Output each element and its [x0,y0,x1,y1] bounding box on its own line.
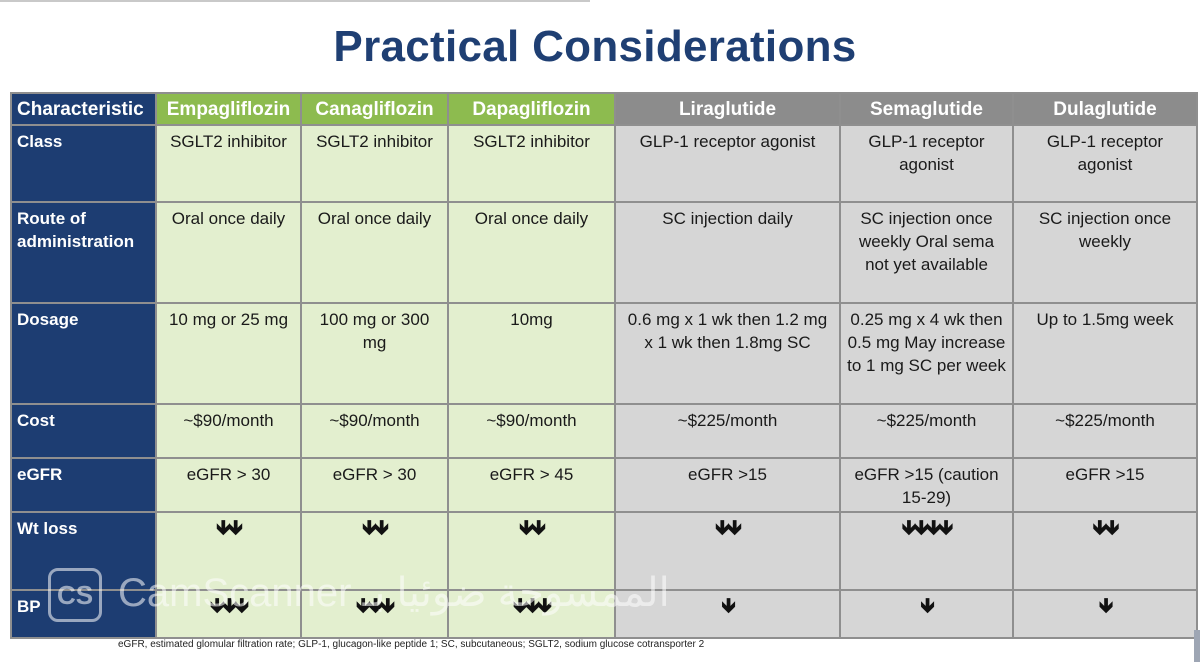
cell-route-dapagliflozin: Oral once daily [447,201,616,304]
cell-class-dapagliflozin: SGLT2 inhibitor [447,124,616,203]
cell-egfr-dapagliflozin: eGFR > 45 [447,457,616,513]
cell-dosage-canagliflozin: 100 mg or 300 mg [300,302,449,405]
cell-cost-canagliflozin: ~$90/month [300,403,449,459]
cell-class-dulaglutide: GLP-1 receptor agonist [1012,124,1198,203]
cell-egfr-semaglutide: eGFR >15 (caution 15-29) [839,457,1014,513]
table-row-class: Class SGLT2 inhibitor SGLT2 inhibitor SG… [10,124,1198,203]
top-divider [0,0,590,2]
abbreviations-footnote: eGFR, estimated glomular filtration rate… [118,639,705,650]
cell-wtloss-dapagliflozin: 🡻🡻 [447,511,616,591]
cell-egfr-canagliflozin: eGFR > 30 [300,457,449,513]
cell-wtloss-canagliflozin: 🡻🡻 [300,511,449,591]
cell-route-empagliflozin: Oral once daily [155,201,302,304]
header-row: Characteristic Empagliflozin Canaglifloz… [10,92,1198,126]
cell-wtloss-liraglutide: 🡻🡻 [614,511,841,591]
header-semaglutide: Semaglutide [839,92,1014,126]
table-row-egfr: eGFR eGFR > 30 eGFR > 30 eGFR > 45 eGFR … [10,457,1198,513]
table-row-dosage: Dosage 10 mg or 25 mg 100 mg or 300 mg 1… [10,302,1198,405]
cell-dosage-empagliflozin: 10 mg or 25 mg [155,302,302,405]
cell-dosage-liraglutide: 0.6 mg x 1 wk then 1.2 mg x 1 wk then 1.… [614,302,841,405]
cell-bp-empagliflozin: 🡻🡻🡻 [155,589,302,639]
table-row-cost: Cost ~$90/month ~$90/month ~$90/month ~$… [10,403,1198,459]
row-label-bp: BP [10,589,157,639]
cell-egfr-empagliflozin: eGFR > 30 [155,457,302,513]
row-label-cost: Cost [10,403,157,459]
considerations-table-wrapper: Characteristic Empagliflozin Canaglifloz… [10,92,1198,639]
cell-bp-canagliflozin: 🡻🡻🡻 [300,589,449,639]
header-canagliflozin: Canagliflozin [300,92,449,126]
row-label-class: Class [10,124,157,203]
cell-cost-semaglutide: ~$225/month [839,403,1014,459]
cell-cost-liraglutide: ~$225/month [614,403,841,459]
cell-bp-liraglutide: 🡻 [614,589,841,639]
cell-dosage-semaglutide: 0.25 mg x 4 wk then 0.5 mg May increase … [839,302,1014,405]
header-liraglutide: Liraglutide [614,92,841,126]
cell-cost-dulaglutide: ~$225/month [1012,403,1198,459]
header-characteristic: Characteristic [10,92,157,126]
table-row-route: Route of administration Oral once daily … [10,201,1198,304]
cell-class-semaglutide: GLP-1 receptor agonist [839,124,1014,203]
cell-wtloss-empagliflozin: 🡻🡻 [155,511,302,591]
cell-bp-dulaglutide: 🡻 [1012,589,1198,639]
header-dulaglutide: Dulaglutide [1012,92,1198,126]
row-label-egfr: eGFR [10,457,157,513]
table-row-wt-loss: Wt loss 🡻🡻 🡻🡻 🡻🡻 🡻🡻 🡻🡻🡻🡻 🡻🡻 [10,511,1198,591]
cell-class-liraglutide: GLP-1 receptor agonist [614,124,841,203]
cell-bp-dapagliflozin: 🡻🡻🡻 [447,589,616,639]
cell-route-liraglutide: SC injection daily [614,201,841,304]
row-label-route: Route of administration [10,201,157,304]
cell-wtloss-dulaglutide: 🡻🡻 [1012,511,1198,591]
table-row-bp: BP 🡻🡻🡻 🡻🡻🡻 🡻🡻🡻 🡻 🡻 🡻 [10,589,1198,639]
cell-dosage-dapagliflozin: 10mg [447,302,616,405]
cell-cost-dapagliflozin: ~$90/month [447,403,616,459]
cell-egfr-dulaglutide: eGFR >15 [1012,457,1198,513]
page-edge-decoration [1194,630,1200,662]
header-empagliflozin: Empagliflozin [155,92,302,126]
row-label-dosage: Dosage [10,302,157,405]
cell-class-empagliflozin: SGLT2 inhibitor [155,124,302,203]
cell-cost-empagliflozin: ~$90/month [155,403,302,459]
page-title: Practical Considerations [333,22,857,71]
considerations-table: Characteristic Empagliflozin Canaglifloz… [10,92,1198,639]
cell-bp-semaglutide: 🡻 [839,589,1014,639]
row-label-wt-loss: Wt loss [10,511,157,591]
cell-class-canagliflozin: SGLT2 inhibitor [300,124,449,203]
cell-egfr-liraglutide: eGFR >15 [614,457,841,513]
cell-wtloss-semaglutide: 🡻🡻🡻🡻 [839,511,1014,591]
header-dapagliflozin: Dapagliflozin [447,92,616,126]
cell-dosage-dulaglutide: Up to 1.5mg week [1012,302,1198,405]
cell-route-dulaglutide: SC injection once weekly [1012,201,1198,304]
cell-route-canagliflozin: Oral once daily [300,201,449,304]
cell-route-semaglutide: SC injection once weekly Oral sema not y… [839,201,1014,304]
